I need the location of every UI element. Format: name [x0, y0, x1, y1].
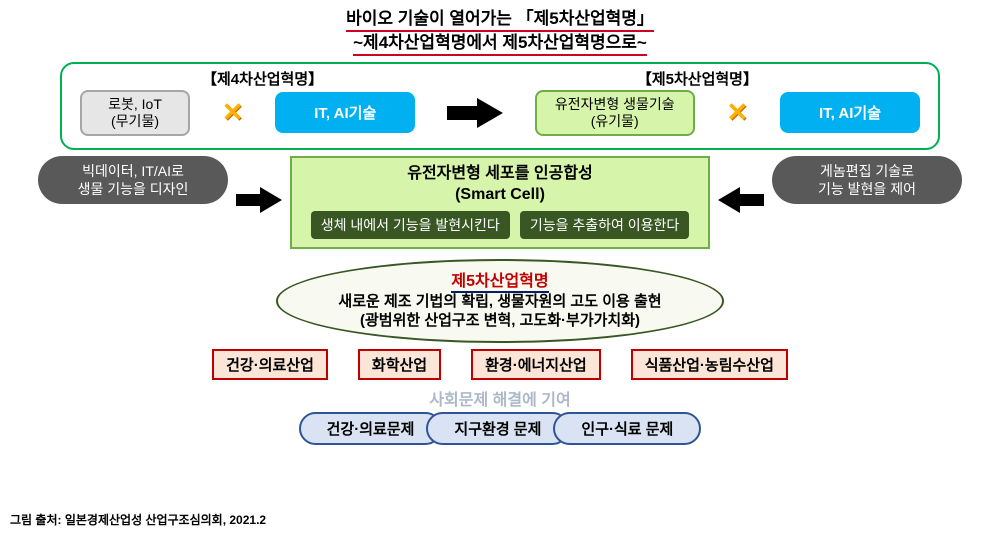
industry-box: 화학산업 — [358, 349, 441, 380]
box-it-ai-1: IT, AI기술 — [275, 92, 415, 133]
box-biotech: 유전자변형 생물기술(유기물) — [535, 90, 695, 136]
social-oval: 지구환경 문제 — [426, 412, 569, 445]
title-line2: ~제4차산업혁명에서 제5차산업혁명으로~ — [353, 32, 647, 56]
title-line1: 바이오 기술이 열어가는 「제5차산업혁명」 — [346, 8, 654, 32]
arrow-right-icon — [236, 187, 282, 218]
dark-box-1: 생체 내에서 기능을 발현시킨다 — [311, 211, 510, 239]
social-oval: 인구·식료 문제 — [553, 412, 701, 445]
ellipse-line2: (광범위한 산업구조 변혁, 고도화·부가가치화) — [360, 312, 640, 329]
fifth-rev-ellipse: 제5차산업혁명 새로운 제조 기법의 확립, 생물자원의 고도 이용 출현 (광… — [0, 259, 1000, 343]
dark-box-2: 기능을 추출하여 이용한다 — [520, 211, 689, 239]
oval-bigdata: 빅데이터, IT/AI로생물 기능을 디자인 — [38, 156, 228, 204]
smart-cell-title-1: 유전자변형 세포를 인공합성 — [407, 165, 593, 182]
arrow-left-icon — [718, 187, 764, 218]
source-caption: 그림 출처: 일본경제산업성 산업구조심의회, 2021.2 — [10, 511, 266, 528]
industry-box: 환경·에너지산업 — [471, 349, 601, 380]
smart-cell-title-2: (Smart Cell) — [455, 186, 545, 203]
box-robot-iot: 로봇, IoT(무기물) — [80, 90, 190, 136]
diagram-title: 바이오 기술이 열어가는 「제5차산업혁명」 ~제4차산업혁명에서 제5차산업혁… — [0, 0, 1000, 56]
label-5th: 【제5차산업혁명】 — [637, 68, 758, 89]
social-oval: 건강·의료문제 — [299, 412, 443, 445]
arrow-right-icon — [447, 98, 503, 128]
industry-row: 건강·의료산업 화학산업 환경·에너지산업 식품산업·농림수산업 — [0, 349, 1000, 380]
smart-cell-row: 빅데이터, IT/AI로생물 기능을 디자인 유전자변형 세포를 인공합성 (S… — [0, 156, 1000, 250]
industry-box: 식품산업·농림수산업 — [631, 349, 788, 380]
oval-genome: 게놈편집 기술로기능 발현을 제어 — [772, 156, 962, 204]
social-row: 건강·의료문제 지구환경 문제 인구·식료 문제 — [0, 412, 1000, 445]
box-it-ai-2: IT, AI기술 — [780, 92, 920, 133]
industry-box: 건강·의료산업 — [212, 349, 328, 380]
multiply-icon: ✕ — [726, 97, 748, 128]
multiply-icon: ✕ — [222, 97, 244, 128]
smart-cell-block: 유전자변형 세포를 인공합성 (Smart Cell) 생체 내에서 기능을 발… — [290, 156, 710, 250]
revolution-row: 【제4차산업혁명】 【제5차산업혁명】 로봇, IoT(무기물) ✕ IT, A… — [60, 62, 940, 150]
social-title: 사회문제 해결에 기여 — [0, 386, 1000, 410]
ellipse-red-title: 제5차산업혁명 — [451, 267, 548, 293]
ellipse-line1: 새로운 제조 기법의 확립, 생물자원의 고도 이용 출현 — [338, 293, 661, 310]
label-4th: 【제4차산업혁명】 — [202, 68, 323, 89]
